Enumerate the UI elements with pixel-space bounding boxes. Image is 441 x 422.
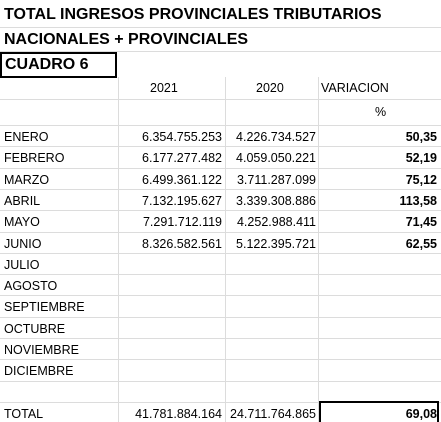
grid-line [0, 146, 441, 148]
row-label: TOTAL [4, 406, 44, 421]
column-header: VARIACION [321, 81, 389, 95]
grid-line [0, 167, 441, 169]
cell-value: 71,45 [405, 215, 437, 230]
row-label: DICIEMBRE [4, 364, 74, 379]
grid-line [0, 231, 441, 233]
row-label: JUNIO [4, 236, 42, 251]
cell-value: 5.122.395.721 [236, 236, 316, 251]
cell-value: 50,35 [405, 130, 437, 144]
grid-line [0, 359, 441, 361]
grid-line [0, 295, 441, 297]
cell-value: 52,19 [405, 151, 437, 166]
cell-value: 7.132.195.627 [142, 193, 222, 208]
grid-line [0, 51, 441, 52]
cell-value: 113,58 [399, 193, 437, 208]
unit-label: % [375, 105, 387, 119]
column-header: 2021 [150, 81, 178, 95]
grid-line [0, 188, 441, 190]
cell-value: 8.326.582.561 [142, 236, 222, 251]
grid-line [0, 252, 441, 254]
title: TOTAL INGRESOS PROVINCIALES TRIBUTARIOS [4, 6, 382, 23]
cell-value: 75,12 [405, 172, 437, 187]
grid-line [318, 77, 319, 422]
total-box [319, 400, 439, 422]
title: NACIONALES + PROVINCIALES [4, 31, 249, 48]
label-box [0, 52, 117, 78]
row-label: SEPTIEMBRE [4, 300, 85, 315]
grid-line [0, 338, 441, 339]
grid-line [0, 125, 441, 126]
cell-value: 6.354.755.253 [142, 130, 222, 144]
row-label: MARZO [4, 172, 50, 187]
column-header: 2020 [256, 81, 284, 95]
grid-line [0, 99, 441, 100]
box-label: CUADRO 6 [5, 56, 89, 73]
row-label: ENERO [4, 130, 49, 144]
grid-line [0, 401, 441, 403]
cell-value: 24.711.764.865 [230, 406, 316, 421]
cell-value: 3.339.308.886 [236, 193, 316, 208]
row-label: MAYO [4, 215, 40, 230]
row-label: JULIO [4, 257, 40, 272]
cell-value: 4.252.988.411 [236, 215, 316, 230]
row-label: OCTUBRE [4, 321, 66, 336]
grid-line [0, 210, 441, 212]
cell-value: 69,08 [405, 406, 437, 421]
cell-value: 6.499.361.122 [142, 172, 222, 187]
cell-value: 7.291.712.119 [142, 215, 222, 230]
row-label: FEBRERO [4, 151, 65, 166]
grid-line [0, 316, 441, 318]
cell-value: 62,55 [405, 236, 437, 251]
row-label: AGOSTO [4, 279, 58, 294]
grid-line [118, 77, 119, 422]
cell-value: 41.781.884.164 [135, 406, 222, 421]
grid-line [0, 27, 441, 28]
cell-value: 3.711.287.099 [236, 172, 316, 187]
row-label: NOVIEMBRE [4, 343, 80, 357]
cell-value: 4.059.050.221 [236, 151, 316, 166]
cell-value: 4.226.734.527 [236, 130, 316, 144]
row-label: ABRIL [4, 193, 41, 208]
grid-line [0, 380, 441, 382]
grid-line [225, 77, 226, 422]
cell-value: 6.177.277.482 [142, 151, 222, 166]
grid-line [0, 274, 441, 276]
